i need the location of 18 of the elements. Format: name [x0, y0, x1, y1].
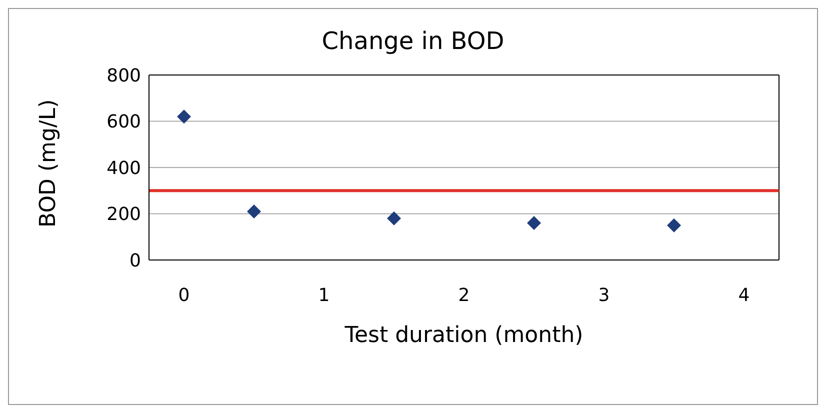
chart-title: Change in BOD — [320, 27, 506, 55]
y-tick-label: 800 — [106, 65, 141, 86]
point — [667, 218, 681, 232]
y-tick-label: 200 — [106, 204, 141, 226]
point — [527, 216, 541, 230]
x-axis-title: Test duration (month) — [344, 323, 584, 348]
y-axis-title: BOD (mg/L) — [36, 99, 61, 228]
point — [387, 211, 401, 226]
y-tick-label: 0 — [130, 250, 141, 272]
point — [177, 110, 191, 124]
x-tick-label: 0 — [178, 284, 190, 306]
y-tick-label: 600 — [106, 112, 141, 133]
y-tick-label: 400 — [106, 158, 141, 179]
x-tick-label: 4 — [738, 284, 750, 306]
x-tick-label: 3 — [598, 284, 610, 306]
point — [247, 204, 261, 218]
x-tick-label: 1 — [318, 284, 330, 306]
x-tick-label: 2 — [458, 284, 470, 306]
